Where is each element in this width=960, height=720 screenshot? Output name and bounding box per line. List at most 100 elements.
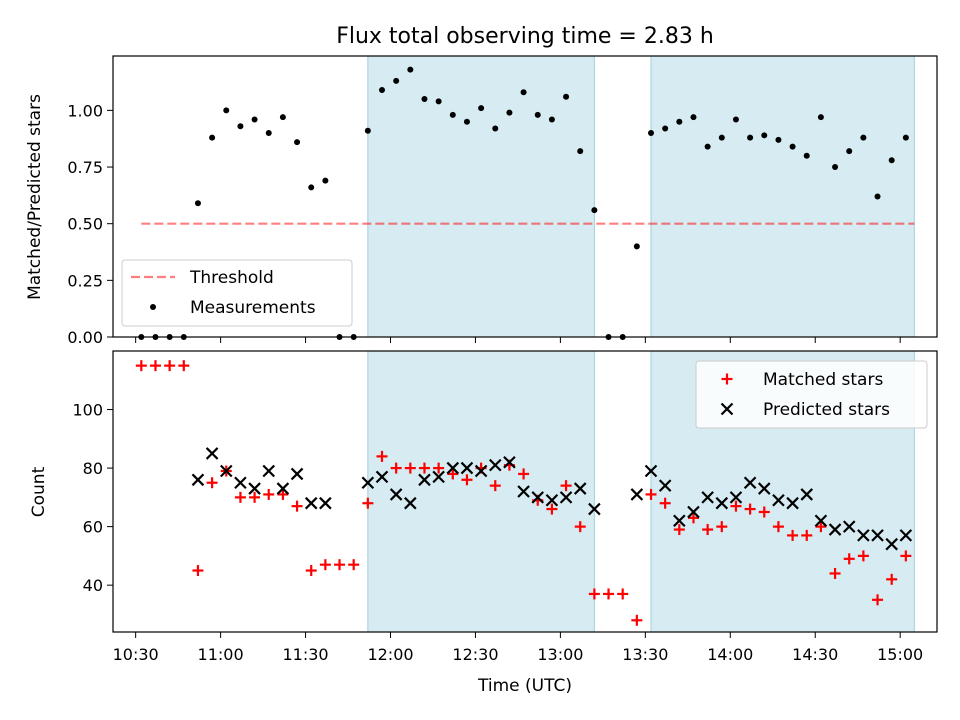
predicted-star-marker xyxy=(290,467,304,481)
axes-frame xyxy=(112,55,938,338)
matched-star-marker xyxy=(631,614,643,626)
legend-box xyxy=(121,259,353,327)
measurement-point xyxy=(747,134,754,141)
measurement-point xyxy=(662,125,669,132)
predicted-star-marker xyxy=(673,514,686,528)
predicted-star-marker xyxy=(573,482,587,495)
measurement-point xyxy=(676,118,683,125)
matched-star-marker xyxy=(687,512,699,524)
measurement-point xyxy=(577,148,584,155)
predicted-star-marker xyxy=(276,482,290,495)
measurement-point xyxy=(435,98,442,105)
matched-star-marker xyxy=(815,521,827,533)
matched-star-marker xyxy=(263,488,275,500)
matched-star-marker xyxy=(730,500,742,512)
matched-star-marker xyxy=(702,524,714,536)
predicted-star-marker xyxy=(531,491,545,504)
matched-star-marker xyxy=(758,506,770,518)
matched-star-marker xyxy=(390,462,402,474)
predicted-star-marker xyxy=(828,523,842,536)
y-tick-label: 0.25 xyxy=(67,271,103,290)
legend-matched-label: Matched stars xyxy=(763,370,883,390)
matched-star-marker xyxy=(489,480,501,492)
matched-star-marker xyxy=(518,468,530,480)
matched-star-marker xyxy=(376,450,388,462)
predicted-star-marker xyxy=(517,485,530,498)
x-tick-label: 12:00 xyxy=(367,645,413,664)
y-tick-label: 0.75 xyxy=(67,158,103,177)
matched-star-marker xyxy=(164,360,176,372)
measurement-point xyxy=(591,207,598,214)
measurement-point xyxy=(817,114,824,121)
matched-star-marker xyxy=(588,588,600,600)
matched-star-marker xyxy=(319,559,331,571)
predicted-star-marker xyxy=(857,529,870,542)
matched-star-marker xyxy=(886,573,898,585)
measurement-point xyxy=(803,152,810,159)
matched-star-marker xyxy=(673,524,685,536)
measurement-point xyxy=(563,93,570,100)
matched-star-marker xyxy=(829,567,841,579)
matched-star-marker xyxy=(192,565,204,577)
measurement-point xyxy=(690,114,697,121)
measurement-point xyxy=(888,157,895,164)
predicted-star-marker xyxy=(720,402,734,416)
matched-star-marker xyxy=(291,500,303,512)
matched-star-marker xyxy=(787,529,799,541)
matched-star-marker xyxy=(744,503,756,515)
bottom-ylabel: Count xyxy=(29,466,49,517)
predicted-star-marker xyxy=(432,470,445,484)
measurement-point xyxy=(548,116,555,123)
matched-star-marker xyxy=(645,488,657,500)
matched-star-marker xyxy=(772,521,784,533)
matched-star-marker xyxy=(362,497,374,509)
matched-star-marker xyxy=(234,491,246,503)
predicted-star-marker xyxy=(375,470,389,484)
matched-star-marker xyxy=(843,553,855,565)
predicted-star-marker xyxy=(559,491,573,504)
measurement-point xyxy=(237,123,244,130)
x-tick-label: 13:30 xyxy=(622,645,668,664)
measurement-point xyxy=(732,116,739,123)
x-tick-label: 11:30 xyxy=(282,645,328,664)
x-tick-label: 15:00 xyxy=(877,645,923,664)
chart-title: Flux total observing time = 2.83 h xyxy=(336,24,714,49)
matched-star-marker xyxy=(277,488,289,500)
predicted-star-marker xyxy=(460,461,474,475)
x-tick-label: 10:30 xyxy=(113,645,159,664)
matched-star-marker xyxy=(716,521,728,533)
predicted-star-marker xyxy=(786,496,799,510)
measurement-point xyxy=(718,134,725,141)
predicted-star-marker xyxy=(588,502,601,516)
predicted-star-marker xyxy=(701,491,714,504)
measurement-point xyxy=(478,105,485,112)
measurement-point xyxy=(492,125,499,132)
predicted-star-marker xyxy=(715,496,729,510)
bottom-panel: 40 60 80 100 10:30 11:00 11:30 12:00 12:30 13:00 1… xyxy=(72,350,938,664)
measurement-point xyxy=(421,96,428,103)
predicted-star-marker xyxy=(757,482,771,495)
predicted-star-marker xyxy=(304,496,318,510)
matched-star-marker xyxy=(305,565,317,577)
measurement-point xyxy=(506,109,513,116)
predicted-star-marker xyxy=(545,494,559,507)
x-tick-label: 14:30 xyxy=(792,645,838,664)
predicted-star-marker xyxy=(248,482,261,495)
measurement-point xyxy=(209,134,216,141)
measurement-point xyxy=(775,136,782,143)
matched-star-marker xyxy=(872,594,884,606)
predicted-star-marker xyxy=(389,488,403,501)
predicted-star-marker xyxy=(644,464,658,478)
legend-threshold-label: Threshold xyxy=(189,268,274,288)
predicted-star-marker xyxy=(743,476,757,489)
measurement-point xyxy=(449,111,456,118)
measurement-point xyxy=(704,143,711,150)
predicted-star-marker xyxy=(474,464,488,478)
matched-star-marker xyxy=(546,503,558,515)
measurement-point xyxy=(846,148,853,155)
matched-star-marker xyxy=(461,474,473,486)
predicted-star-marker xyxy=(800,488,814,501)
shaded-interval xyxy=(367,350,595,633)
predicted-star-marker xyxy=(814,514,828,528)
bottom-xlabel: Time (UTC) xyxy=(477,676,572,696)
